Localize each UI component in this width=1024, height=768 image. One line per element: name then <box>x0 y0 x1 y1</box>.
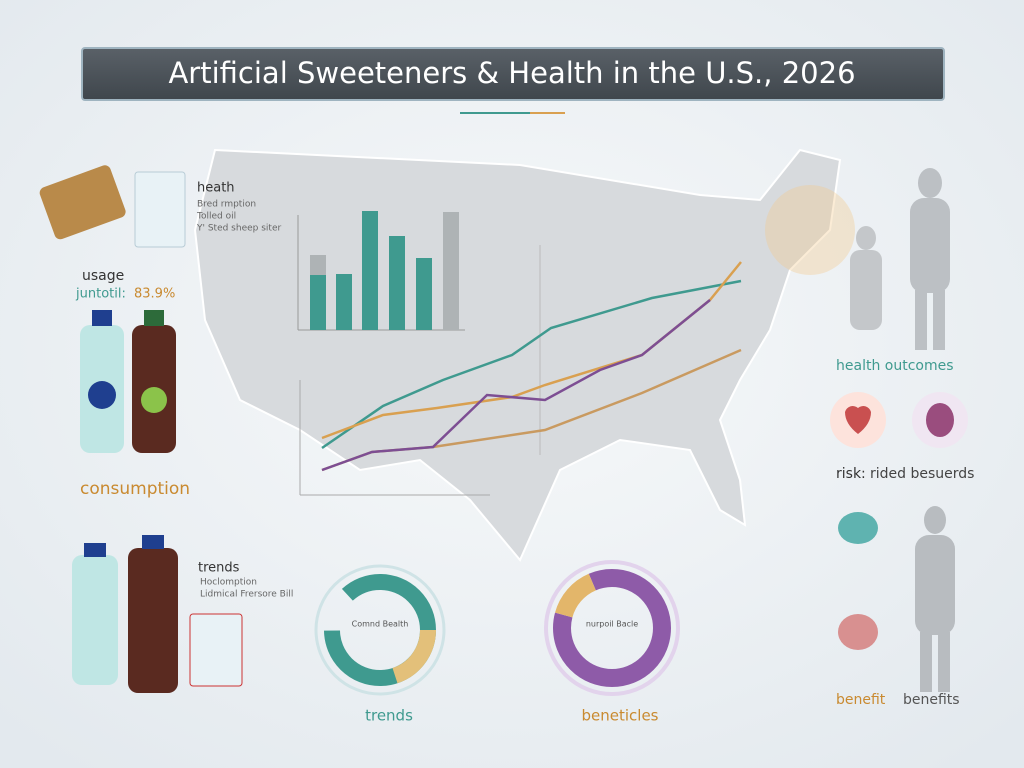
label: usage <box>82 268 124 284</box>
label: Hoclomption <box>200 578 257 588</box>
organ <box>926 403 954 437</box>
donut-center: nurpoil Bacle <box>586 620 638 629</box>
bar <box>310 275 326 330</box>
caption: trends <box>365 707 413 725</box>
caption: beneticles <box>582 707 659 725</box>
snack-pack <box>39 165 126 240</box>
human <box>920 632 932 692</box>
bottom-donuts: Comnd Bealth trends nurpoil Bacle beneti… <box>314 560 680 725</box>
line <box>321 279 742 450</box>
bottle-cap <box>142 535 164 549</box>
left-panel: heath Bred rmption Tolled oil Y' Sted sh… <box>39 165 293 693</box>
human <box>933 290 945 350</box>
line <box>321 299 711 472</box>
label: Lidmical Frersore Bill <box>200 590 293 600</box>
intestine <box>838 614 878 650</box>
title: Artificial Sweeteners & Health in the U.… <box>168 56 855 90</box>
bottle-cap <box>84 543 106 557</box>
bottle <box>128 548 178 693</box>
label: benefit <box>836 692 886 708</box>
label: health outcomes <box>836 358 954 374</box>
ring <box>324 574 436 686</box>
bar <box>336 274 352 330</box>
human <box>938 632 950 692</box>
bar <box>416 258 432 330</box>
bar <box>443 212 459 330</box>
human <box>915 290 927 350</box>
human <box>915 535 955 635</box>
ring <box>314 564 446 696</box>
bar <box>389 236 405 330</box>
label: Bred rmption <box>197 200 256 210</box>
heart <box>845 406 871 434</box>
human <box>856 226 876 250</box>
bar <box>362 211 378 330</box>
bottle-cap <box>92 310 112 326</box>
label: consumption <box>80 479 190 499</box>
title-bar <box>81 47 945 101</box>
label: juntotil: <box>75 287 126 302</box>
label: Y' Sted sheep siter <box>196 224 281 234</box>
label: rided besuerds <box>870 466 974 482</box>
label: benefits <box>903 692 960 708</box>
label: heath <box>197 181 235 196</box>
human <box>924 506 946 534</box>
human <box>850 250 882 330</box>
human <box>918 168 942 198</box>
brain <box>838 512 878 544</box>
label: trends <box>198 561 240 576</box>
line-chart <box>299 245 742 496</box>
bottle <box>72 555 118 685</box>
right-panel: health outcomes risk: rided besuerds ben… <box>830 168 974 708</box>
ring <box>544 560 680 696</box>
value: 83.9% <box>134 287 175 302</box>
donut-center: Comnd Bealth <box>352 620 409 629</box>
human <box>910 198 950 293</box>
map-glow <box>765 185 855 275</box>
sweetener-pack <box>189 613 243 687</box>
label: Tolled oil <box>196 212 236 222</box>
bottle-cap <box>144 310 164 326</box>
bar-chart <box>297 211 465 331</box>
ring <box>553 569 671 687</box>
bottle-logo <box>141 387 167 413</box>
sweetener-pack <box>134 171 186 248</box>
label: risk: <box>836 466 866 482</box>
bottle-logo <box>88 381 116 409</box>
